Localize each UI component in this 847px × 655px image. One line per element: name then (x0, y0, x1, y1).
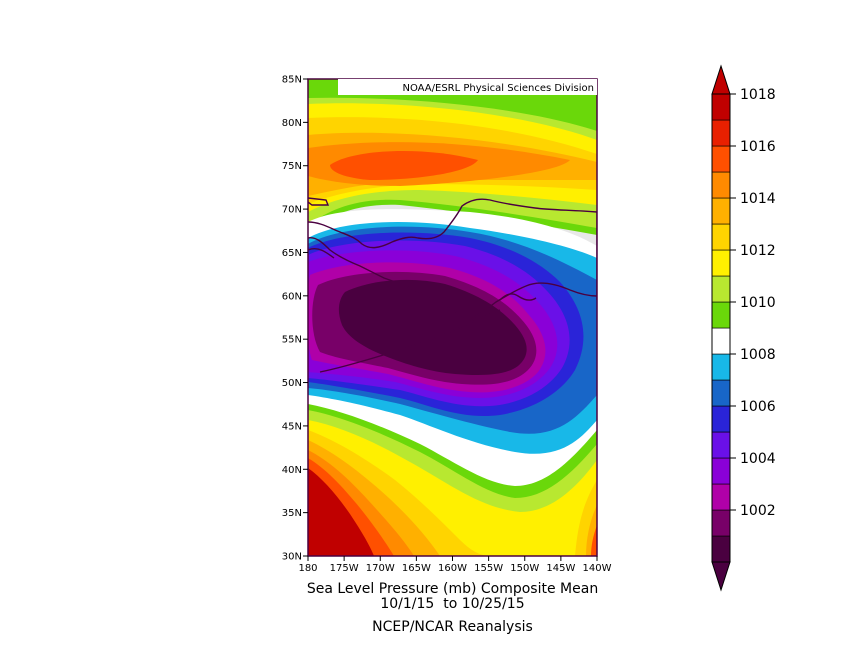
colorbar-tick-label: 1006 (740, 399, 776, 415)
map-source: NCEP/NCAR Reanalysis (372, 619, 533, 635)
lon-tick-label: 165W (402, 563, 431, 574)
colorbar-swatch (711, 405, 731, 433)
lat-tick-label: 50N (282, 378, 302, 389)
lon-tick-label: 140W (583, 563, 612, 574)
colorbar-swatch (711, 353, 731, 381)
lat-tick-label: 60N (282, 291, 302, 302)
lat-tick-label: 75N (282, 161, 302, 172)
colorbar-swatch (711, 119, 731, 147)
latitude-axis: 85N 80N 75N 70N 65N 60N 55N 50N 45N 40N 35N 30N (282, 75, 308, 563)
colorbar-swatch (711, 171, 731, 199)
credit-box (338, 79, 597, 95)
colorbar-tick-label: 1002 (740, 503, 776, 519)
lat-tick-label: 55N (282, 335, 302, 346)
colorbar-swatch (711, 93, 731, 121)
colorbar-swatch (711, 301, 731, 329)
lon-tick-label: 170W (366, 563, 395, 574)
lat-tick-label: 40N (282, 465, 302, 476)
lon-tick-label: 145W (546, 563, 575, 574)
map-title: Sea Level Pressure (mb) Composite Mean (306, 581, 599, 597)
lat-tick-label: 85N (282, 75, 302, 86)
colorbar-swatch (711, 379, 731, 407)
colorbar-tick-label: 1008 (740, 347, 776, 363)
lon-tick-label: 160W (438, 563, 467, 574)
colorbar-tick-label: 1018 (740, 87, 776, 103)
colorbar-frame (711, 93, 731, 563)
map-dates: 10/1/15 to 10/25/15 (380, 596, 525, 612)
coastlines (308, 197, 597, 373)
colorbar-min-arrow (711, 561, 731, 592)
longitude-axis: 180 175W 170W 165W 160W 155W 150W 145W 140W (298, 556, 612, 574)
lon-tick-label: 175W (330, 563, 359, 574)
colorbar-tick-label: 1004 (740, 451, 776, 467)
colorbar-swatch (711, 327, 731, 355)
lon-tick-label: 180 (298, 563, 317, 574)
lat-tick-label: 65N (282, 248, 302, 259)
lon-tick-label: 155W (474, 563, 503, 574)
lat-tick-label: 45N (282, 421, 302, 432)
colorbar-swatch (711, 457, 731, 485)
lat-tick-label: 80N (282, 118, 302, 129)
contour-1019-south (308, 468, 374, 556)
colorbar-swatch (711, 145, 731, 173)
lon-tick-label: 150W (510, 563, 539, 574)
colorbar-tick-label: 1016 (740, 139, 776, 155)
colorbar-swatch (711, 275, 731, 303)
colorbar-tick-label: 1014 (740, 191, 776, 207)
colorbar-swatch (711, 197, 731, 225)
contour-1018-north (330, 150, 478, 180)
colorbar-swatch (711, 483, 731, 511)
colorbar-swatch (711, 535, 731, 563)
colorbar-swatch (711, 509, 731, 537)
pressure-map (308, 79, 597, 556)
contour-southeast-high-center (591, 525, 597, 556)
colorbar-tick-label: 1012 (740, 243, 776, 259)
lat-tick-label: 70N (282, 205, 302, 216)
lat-tick-label: 35N (282, 508, 302, 519)
colorbar-max-arrow (711, 64, 731, 95)
contour-1002-central (338, 279, 527, 376)
colorbar-tick-label: 1010 (740, 295, 776, 311)
lat-tick-label: 30N (282, 552, 302, 563)
colorbar: 1018 1016 1014 1012 1010 1008 1006 1004 1002 (711, 64, 776, 592)
colorbar-swatch (711, 249, 731, 277)
credit-text: NOAA/ESRL Physical Sciences Division (403, 83, 595, 94)
colorbar-swatch (711, 223, 731, 251)
colorbar-swatch (711, 431, 731, 459)
